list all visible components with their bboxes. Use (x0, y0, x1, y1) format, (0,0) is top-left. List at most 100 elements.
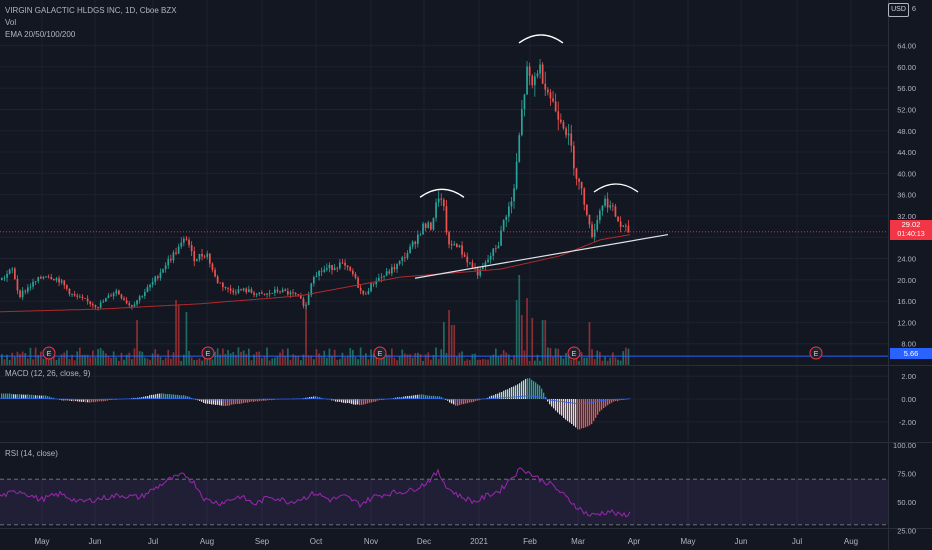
x-tick-label: Aug (844, 537, 858, 546)
rsi-pane: 100.00 75.00 50.00 25.00 (0, 441, 916, 536)
volume-bar (352, 349, 354, 365)
candle-body (227, 287, 229, 289)
macd-histogram-bar (461, 399, 463, 405)
candle-body (588, 214, 591, 225)
candle-body (487, 259, 489, 263)
candle-body (440, 198, 443, 200)
macd-histogram-bar (579, 399, 581, 430)
candle-body (539, 64, 541, 74)
candle-body (300, 295, 302, 299)
macd-histogram-bar (267, 399, 269, 401)
macd-histogram-bar (41, 395, 43, 399)
candle-body (222, 282, 224, 288)
candle-body (250, 289, 253, 293)
pattern-arc (518, 34, 564, 44)
macd-histogram-bar (161, 393, 163, 399)
candle-body (547, 89, 549, 93)
candle-body (29, 286, 32, 288)
candle-body (622, 225, 625, 227)
macd-histogram-bar (367, 399, 369, 404)
candle-body (484, 262, 487, 267)
volume-bar (193, 359, 196, 365)
candle-body (432, 217, 435, 230)
candle-body (567, 133, 570, 136)
volume-bar (162, 360, 164, 365)
volume-bar (63, 352, 66, 365)
candle-body (133, 304, 136, 307)
macd-histogram-bar (347, 399, 349, 404)
volume-bar (245, 353, 248, 365)
candle-body (138, 296, 141, 301)
candle-body (89, 301, 92, 305)
volume-bar (219, 354, 222, 365)
volume-bar (339, 359, 341, 365)
candle-body (497, 245, 500, 249)
candle-body (157, 276, 159, 279)
macd-histogram-bar (513, 386, 515, 399)
macd-histogram-bar (311, 396, 313, 399)
volume-bar (71, 354, 73, 365)
candle-body (268, 293, 271, 295)
macd-histogram-bar (381, 399, 383, 401)
macd-histogram-bar (539, 385, 541, 399)
candle-body (198, 253, 201, 260)
volume-bar (461, 351, 463, 365)
candle-body (193, 251, 196, 262)
macd-histogram-bar (35, 395, 37, 399)
macd-histogram-bar (595, 399, 597, 418)
candle-body (76, 295, 79, 297)
volume-bar (370, 349, 372, 365)
macd-histogram-bar (171, 394, 173, 399)
macd-histogram-bar (93, 399, 95, 403)
macd-histogram-bar (451, 399, 453, 404)
volume-bar (68, 359, 71, 365)
currency-button[interactable]: USD (888, 3, 909, 17)
macd-histogram-bar (405, 396, 407, 399)
candle-body (263, 293, 266, 295)
macd-histogram-bar (317, 396, 319, 399)
volume-bar (76, 351, 79, 365)
candle-body (120, 294, 123, 299)
macd-histogram-bar (217, 399, 219, 405)
volume-bar (487, 359, 489, 365)
macd-label: MACD (12, 26, close, 9) (5, 369, 91, 378)
macd-histogram-bar (233, 399, 235, 405)
candle-body (357, 277, 359, 288)
candle-body (266, 293, 268, 295)
macd-histogram-bar (207, 399, 209, 404)
macd-histogram-bar (169, 394, 171, 399)
volume-bar (279, 352, 281, 365)
volume-bar (235, 354, 237, 365)
candle-body (162, 269, 164, 273)
candle-body (211, 263, 214, 270)
candle-body (612, 205, 614, 207)
countdown-timer: 01:40:13 (897, 231, 925, 238)
volume-bar (541, 320, 544, 365)
x-tick-label: May (680, 537, 695, 546)
macd-histogram-bar (587, 399, 589, 427)
rsi-tick-label: 50.00 (897, 498, 916, 507)
macd-histogram-bar (15, 394, 17, 399)
macd-histogram-bar (497, 393, 499, 399)
macd-histogram-bar (519, 383, 521, 399)
volume-bar (258, 351, 261, 365)
macd-histogram-bar (141, 397, 143, 399)
volume-bar (128, 352, 131, 365)
macd-pane: 2.00 0.00 -2.00 (0, 372, 916, 430)
candle-body (365, 293, 367, 295)
x-tick-label: Feb (523, 537, 537, 546)
macd-histogram-bar (45, 395, 47, 399)
volume-bar (482, 358, 484, 365)
volume-bar (344, 357, 346, 365)
volume-bar (443, 322, 445, 365)
volume-bar (398, 356, 401, 365)
volume-bar (159, 357, 162, 365)
volume-bar (40, 351, 42, 365)
candle-body (284, 289, 287, 292)
macd-histogram-bar (137, 397, 139, 399)
candle-body (344, 262, 346, 266)
volume-bar (302, 354, 305, 365)
candle-body (305, 304, 307, 306)
candle-body (614, 206, 617, 217)
